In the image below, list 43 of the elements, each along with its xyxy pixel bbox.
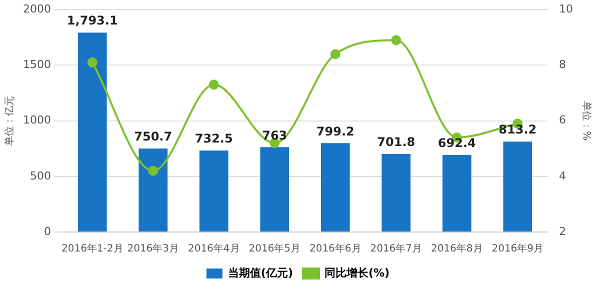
y2-tick-label: 4 — [559, 169, 566, 182]
y-axis-title: 单位：亿元 — [4, 96, 16, 146]
x-tick-label: 2016年7月 — [370, 242, 422, 255]
y-tick-label: 1500 — [22, 58, 51, 72]
x-tick-label: 2016年8月 — [430, 242, 483, 255]
x-tick-label: 2016年5月 — [248, 242, 301, 255]
data-label: 1,793.1 — [66, 14, 118, 28]
y-tick-label: 500 — [30, 169, 51, 182]
x-tick-label: 2016年3月 — [127, 242, 180, 255]
bar — [503, 142, 532, 232]
point — [148, 166, 158, 176]
legend-label: 同比增长(%) — [324, 266, 390, 280]
y2-tick-label: 8 — [559, 58, 566, 72]
data-label: 799.2 — [316, 124, 354, 138]
data-label: 763 — [262, 128, 288, 142]
y2-tick-label: 2 — [559, 224, 566, 238]
bar — [138, 148, 168, 232]
data-label: 813.2 — [498, 122, 537, 137]
y-tick-label: 0 — [44, 224, 51, 238]
point — [391, 35, 402, 46]
y-tick-label: 2000 — [22, 2, 51, 16]
data-label: 701.8 — [377, 135, 416, 150]
data-label: 732.5 — [194, 132, 233, 146]
point — [87, 57, 98, 68]
x-tick-label: 2016年9月 — [492, 242, 544, 255]
y2-axis-title: 单位：% — [580, 101, 592, 141]
x-tick-label: 2016年6月 — [309, 242, 362, 255]
x-tick-label: 2016年1-2月 — [61, 242, 124, 255]
bar — [199, 150, 228, 232]
bar — [320, 143, 350, 232]
bar — [382, 154, 411, 232]
y-tick-label: 1000 — [22, 114, 51, 127]
y2-tick-label: 6 — [559, 114, 566, 127]
point — [208, 80, 219, 90]
bar — [260, 147, 290, 232]
data-label: 750.7 — [134, 130, 172, 144]
data-label: 692.4 — [438, 136, 476, 150]
bar — [78, 32, 107, 232]
x-tick-label: 2016年4月 — [188, 242, 240, 255]
point — [330, 49, 340, 60]
bar — [442, 155, 472, 232]
legend-label: 当期值(亿元) — [228, 266, 293, 280]
y2-tick-label: 10 — [559, 2, 574, 16]
